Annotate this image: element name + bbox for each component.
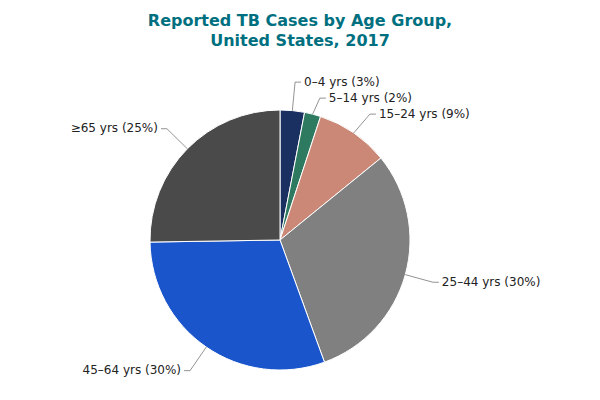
leader-line (161, 129, 187, 149)
slice-label: 15–24 yrs (9%) (379, 107, 470, 121)
labels: 0–4 yrs (3%) 5–14 yrs (2%) 15–24 yrs (9%) 2… (71, 75, 541, 378)
slice-label: 5–14 yrs (2%) (329, 91, 412, 105)
slice-label: 0–4 yrs (3%) (304, 75, 380, 89)
pie-slice (150, 110, 280, 242)
chart: Reported TB Cases by Age Group,United St… (0, 0, 600, 400)
pie-slice (150, 240, 324, 370)
title: Reported TB Cases by Age Group,United St… (148, 11, 452, 50)
leader-line (313, 98, 326, 114)
leader-line (405, 275, 439, 283)
leader-line (184, 347, 206, 371)
pie (150, 110, 410, 370)
slice-label: 25–44 yrs (30%) (442, 275, 541, 289)
leader-line (292, 82, 301, 110)
slice-label: 45–64 yrs (30%) (83, 363, 182, 377)
slice-label: ≥65 yrs (25%) (71, 121, 158, 135)
leader-line (354, 114, 376, 133)
